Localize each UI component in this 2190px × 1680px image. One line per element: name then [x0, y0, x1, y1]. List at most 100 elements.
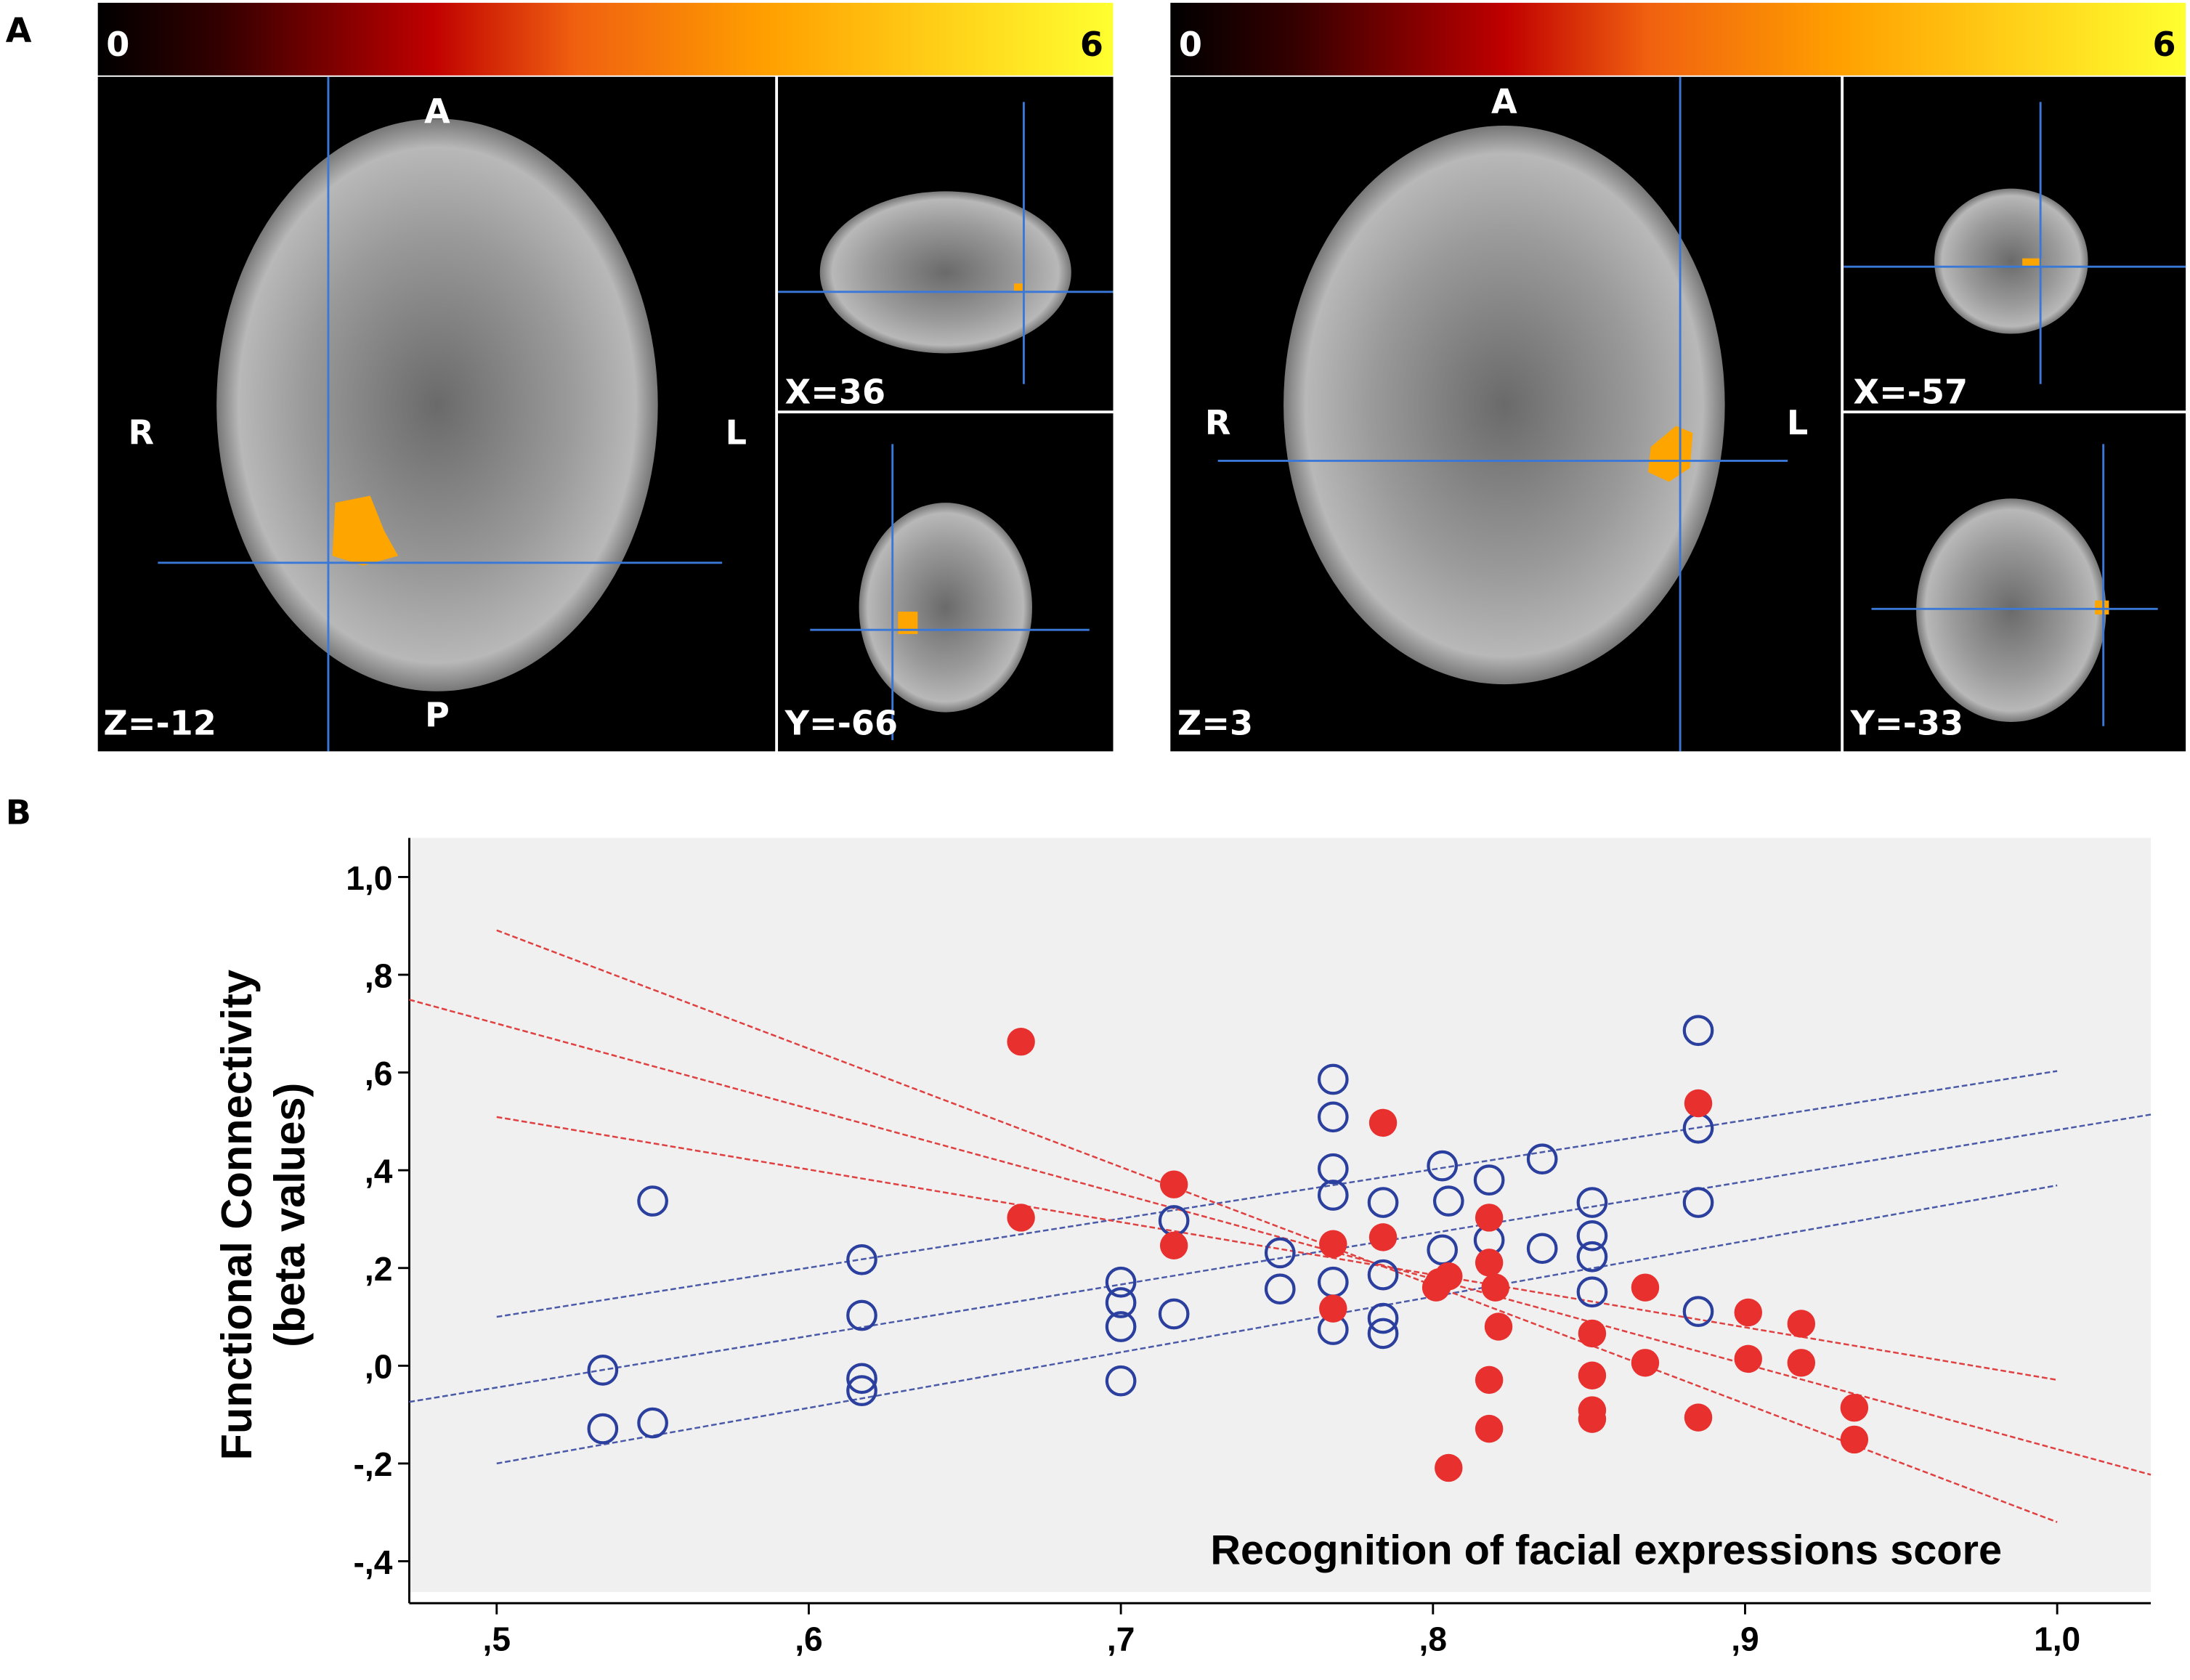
slice-label: Z=3 [1177, 703, 1253, 742]
data-point [1159, 1231, 1188, 1260]
data-point [1475, 1249, 1504, 1277]
data-point [1631, 1349, 1660, 1377]
data-point [1684, 1089, 1713, 1118]
data-point [1684, 1403, 1713, 1432]
data-point [637, 1185, 668, 1217]
panel-label: A [6, 11, 32, 50]
data-point [1319, 1230, 1347, 1259]
x-tick-label: ,8 [1419, 1620, 1447, 1658]
brain-image [216, 118, 658, 691]
data-point [1367, 1187, 1399, 1218]
data-point [1007, 1027, 1035, 1056]
panel-label: B [6, 792, 31, 832]
slice-label: Y=-66 [784, 703, 898, 742]
colorbar [1170, 2, 2186, 76]
data-point [637, 1407, 668, 1439]
x-axis-label: Recognition of facial expressions score [1210, 1527, 2002, 1573]
data-point [1526, 1143, 1558, 1175]
data-point [1526, 1233, 1558, 1265]
colorbar-max: 6 [2153, 25, 2176, 64]
data-point [1317, 1153, 1349, 1185]
data-point [1576, 1187, 1608, 1218]
data-point [1317, 1180, 1349, 1211]
data-point [587, 1355, 619, 1386]
colorbar-min: 0 [106, 25, 129, 64]
data-point [1367, 1259, 1399, 1291]
data-point [1475, 1414, 1504, 1443]
brain-image [819, 191, 1071, 354]
x-tick-label: ,9 [1731, 1620, 1759, 1658]
scatter-chart: 1,0 ,8 ,6 ,4 ,2 ,0 -,2 -,4 ,5 ,6 ,7 ,8 ,9 1,0 Recognit… [212, 837, 2152, 1658]
activation-blob [1647, 426, 1693, 482]
slice-label: X=36 [785, 373, 885, 412]
data-point [1264, 1237, 1296, 1269]
activation-blob [2095, 600, 2109, 614]
data-point [1576, 1241, 1608, 1273]
brain-image [1916, 498, 2106, 723]
brain-image [1934, 188, 2088, 334]
data-point [587, 1413, 619, 1445]
data-point [1578, 1319, 1607, 1348]
data-point [1432, 1185, 1464, 1217]
data-point [1007, 1204, 1035, 1232]
orientation-label: A [1491, 82, 1517, 121]
brain-image [1283, 126, 1725, 685]
x-tick-label: ,7 [1107, 1620, 1135, 1658]
activation-blob [2022, 258, 2043, 267]
data-point [1734, 1298, 1762, 1327]
crosshair [1217, 76, 2186, 752]
data-point [846, 1375, 877, 1406]
y-axis-label: (beta values) [265, 1083, 314, 1347]
data-point [1317, 1101, 1349, 1133]
y-tick-label: 1,0 [346, 859, 392, 897]
data-point [1159, 1170, 1188, 1198]
data-point [1367, 1318, 1399, 1350]
data-point [1368, 1223, 1398, 1251]
data-point [1682, 1015, 1714, 1047]
orientation-label: L [1787, 403, 1808, 442]
data-point [1105, 1287, 1137, 1318]
y-axis-label: Functional Connectivity [212, 970, 261, 1460]
colorbar-min: 0 [1179, 25, 1202, 64]
colorbar-max: 6 [1080, 25, 1103, 64]
slice-label: Z=-12 [103, 703, 216, 742]
data-point [846, 1299, 877, 1331]
brain-panel: 0 6 A R L Z=3 X=-57 Y=-33 [1170, 2, 2186, 752]
data-point [1578, 1361, 1607, 1390]
data-point [1158, 1298, 1190, 1330]
data-point [846, 1363, 877, 1395]
data-point [1484, 1312, 1513, 1341]
data-point [1682, 1296, 1714, 1327]
x-tick-label: ,5 [483, 1620, 511, 1658]
y-tick-label: ,2 [365, 1250, 392, 1288]
data-point [1317, 1063, 1349, 1095]
crosshair [158, 76, 1114, 752]
fit-line [409, 1113, 2152, 1403]
y-tick-label: ,6 [365, 1055, 392, 1092]
data-point [1427, 1150, 1459, 1182]
slice-label: X=-57 [1854, 373, 1968, 412]
y-tick-label: ,4 [365, 1152, 393, 1190]
fit-line [496, 929, 2058, 1523]
data-point [1319, 1294, 1347, 1323]
orientation-label: R [1205, 403, 1231, 442]
data-point [1481, 1273, 1509, 1302]
data-point [1631, 1273, 1660, 1302]
data-point [846, 1243, 877, 1275]
data-point [1682, 1187, 1714, 1218]
y-tick-label: -,2 [354, 1445, 393, 1483]
orientation-label: R [129, 413, 155, 452]
plot-area [409, 837, 2152, 1592]
data-point [1734, 1344, 1762, 1373]
data-point [1475, 1204, 1504, 1232]
x-tick-label: ,6 [795, 1620, 822, 1658]
colorbar [97, 2, 1114, 76]
data-point [1787, 1349, 1816, 1377]
data-point [1578, 1405, 1607, 1433]
y-tick-label: ,0 [365, 1348, 392, 1386]
data-point [1105, 1266, 1137, 1298]
x-tick-label: 1,0 [2034, 1620, 2080, 1658]
y-tick-label: ,8 [365, 957, 392, 994]
data-point [1105, 1311, 1137, 1342]
